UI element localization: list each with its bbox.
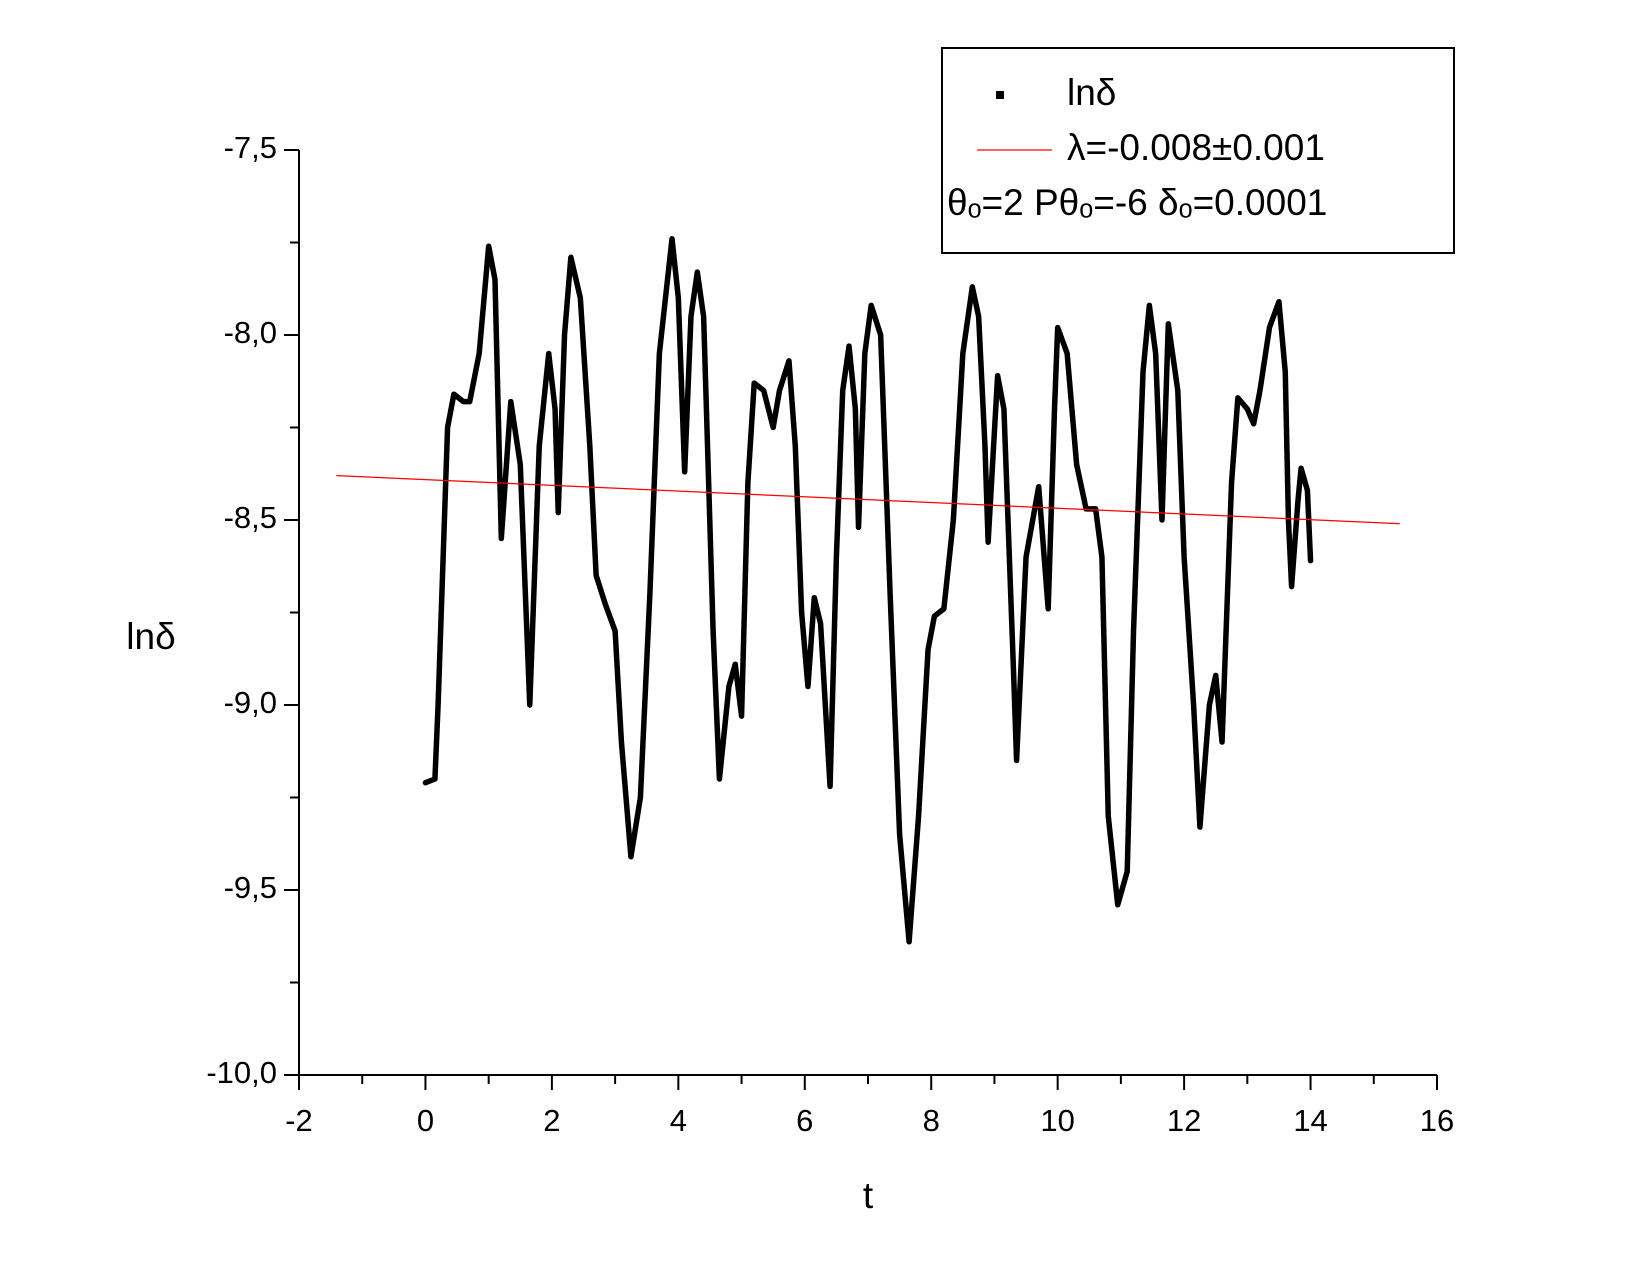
y-tick-label: -7,5 xyxy=(224,130,277,165)
x-tick-label: 8 xyxy=(923,1103,940,1138)
x-axis-label: t xyxy=(863,1175,874,1216)
x-tick-label: 12 xyxy=(1167,1103,1201,1138)
y-tick-label: -8,5 xyxy=(224,500,277,535)
y-tick-label: -9,0 xyxy=(224,685,277,720)
y-tick-label: -8,0 xyxy=(224,315,277,350)
legend-marker xyxy=(996,91,1004,99)
x-tick-label: 6 xyxy=(796,1103,813,1138)
y-tick-label: -9,5 xyxy=(224,870,277,905)
legend-label: lnδ xyxy=(1067,72,1116,113)
legend-label: λ=-0.008±0.001 xyxy=(1067,127,1325,168)
x-tick-label: 2 xyxy=(543,1103,560,1138)
data-line xyxy=(422,236,1314,945)
x-tick-label: 16 xyxy=(1420,1103,1454,1138)
y-axis-label: lnδ xyxy=(126,616,175,657)
x-tick-label: 4 xyxy=(670,1103,687,1138)
data-line xyxy=(336,474,1400,525)
legend-annotation: θₒ=2 Pθₒ=-6 δₒ=0.0001 xyxy=(947,182,1327,223)
x-tick-label: 0 xyxy=(417,1103,434,1138)
x-tick-label: 14 xyxy=(1293,1103,1327,1138)
x-tick-label: 10 xyxy=(1040,1103,1074,1138)
y-tick-label: -10,0 xyxy=(206,1055,277,1090)
x-tick-label: -2 xyxy=(285,1103,313,1138)
